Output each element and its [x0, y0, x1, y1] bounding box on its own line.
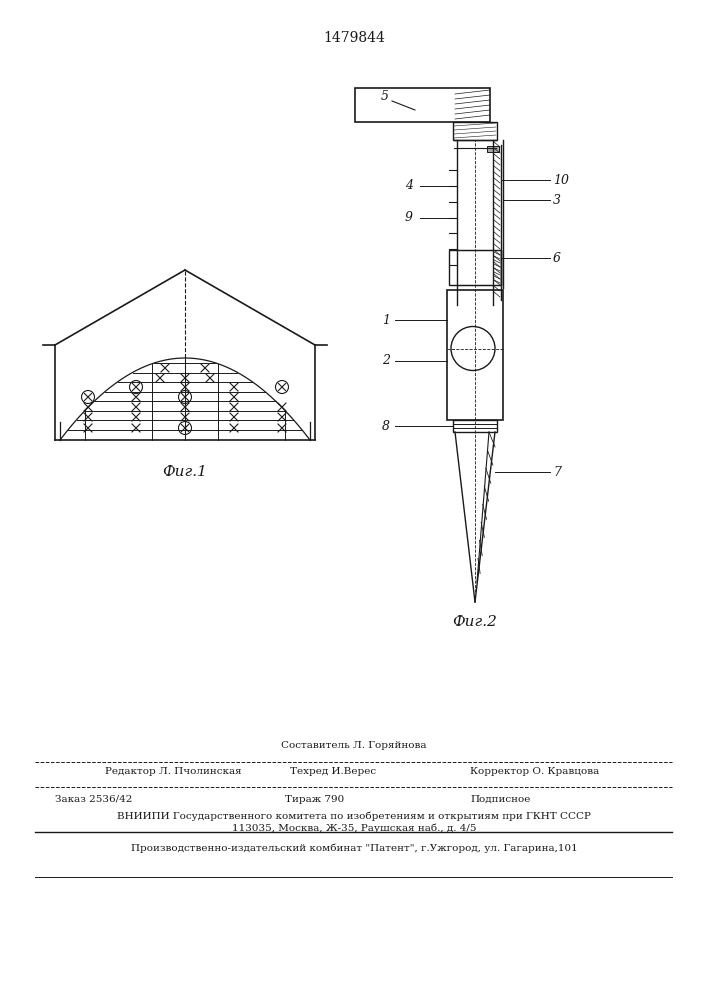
- Bar: [453, 122, 497, 140]
- Bar: [447, 290, 503, 420]
- Text: Подписное: Подписное: [470, 794, 530, 804]
- Text: Техред И.Верес: Техред И.Верес: [290, 768, 376, 776]
- Text: 1: 1: [382, 314, 390, 326]
- Bar: [449, 250, 501, 285]
- Text: 9: 9: [405, 211, 413, 224]
- Bar: [355, 88, 490, 122]
- Text: 113035, Москва, Ж-35, Раушская наб., д. 4/5: 113035, Москва, Ж-35, Раушская наб., д. …: [232, 823, 477, 833]
- Text: 1479844: 1479844: [323, 31, 385, 45]
- Text: 6: 6: [553, 251, 561, 264]
- Bar: [487, 146, 499, 152]
- Text: 8: 8: [382, 420, 390, 432]
- Text: Тираж 790: Тираж 790: [285, 794, 344, 804]
- Text: ВНИИПИ Государственного комитета по изобретениям и открытиям при ГКНТ СССР: ВНИИПИ Государственного комитета по изоб…: [117, 811, 591, 821]
- Text: Составитель Л. Горяйнова: Составитель Л. Горяйнова: [281, 740, 427, 750]
- Text: Производственно-издательский комбинат "Патент", г.Ужгород, ул. Гагарина,101: Производственно-издательский комбинат "П…: [131, 843, 578, 853]
- Text: 4: 4: [405, 179, 413, 192]
- Text: Редактор Л. Пчолинская: Редактор Л. Пчолинская: [105, 768, 242, 776]
- Text: Фиг.1: Фиг.1: [163, 465, 207, 479]
- Text: Фиг.2: Фиг.2: [452, 615, 498, 629]
- Bar: [453, 420, 497, 432]
- Text: 7: 7: [553, 466, 561, 479]
- Text: 2: 2: [382, 354, 390, 367]
- Text: Корректор О. Кравцова: Корректор О. Кравцова: [470, 768, 600, 776]
- Text: 10: 10: [553, 174, 569, 186]
- Text: 5: 5: [381, 91, 389, 104]
- Text: Заказ 2536/42: Заказ 2536/42: [55, 794, 132, 804]
- Text: 3: 3: [553, 194, 561, 207]
